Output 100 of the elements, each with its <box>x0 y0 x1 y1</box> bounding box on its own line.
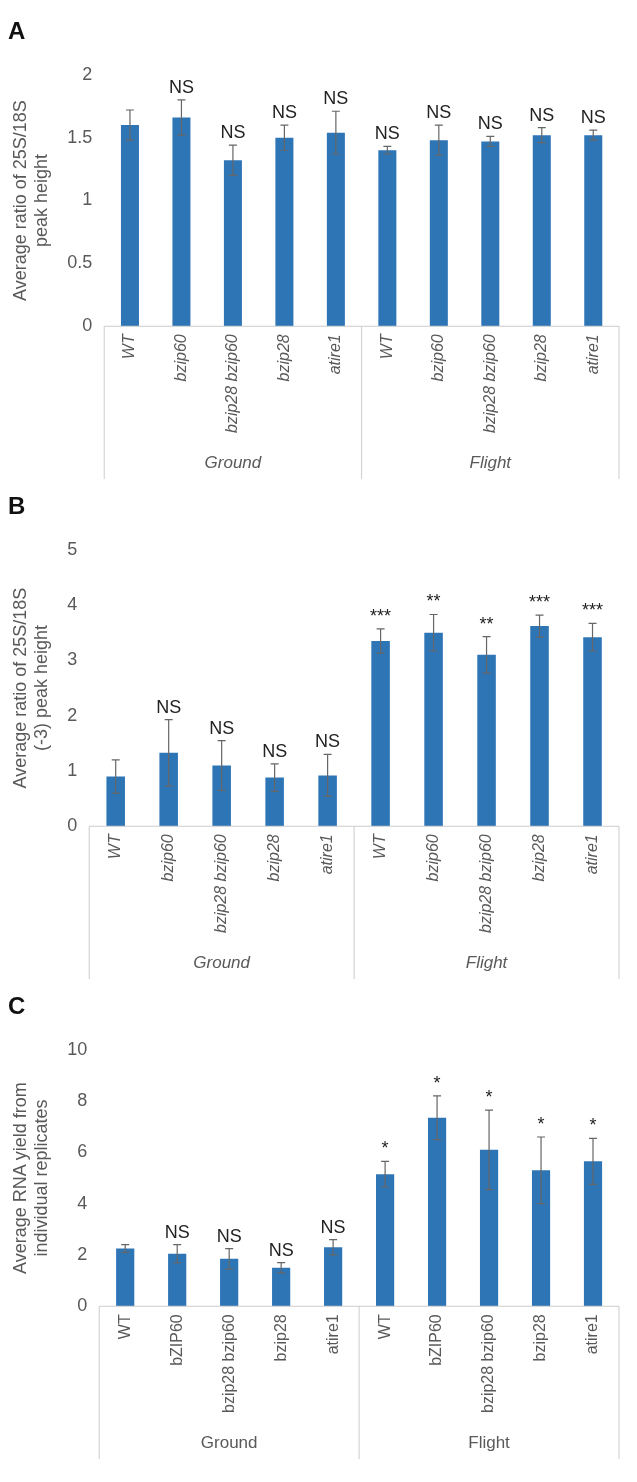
x-tick-label: bzip28 <box>265 834 283 882</box>
bar <box>223 160 242 327</box>
y-tick-label: 0.5 <box>67 252 93 273</box>
y-tick-label: 1 <box>67 759 78 780</box>
chart-title: C <box>8 992 26 1020</box>
bar <box>275 137 294 327</box>
x-tick-label: bzip60 <box>159 834 177 882</box>
x-tick-label: bzip60 <box>171 334 189 382</box>
x-tick-label: bzip28 <box>274 334 292 382</box>
y-tick-label: 0 <box>67 815 78 836</box>
data-label: NS <box>315 731 341 752</box>
y-tick-label: 1.5 <box>67 126 93 147</box>
x-tick-label: atire1 <box>318 834 336 875</box>
bar <box>583 1161 603 1307</box>
x-tick-label: bzip28 bzip60 <box>212 834 230 934</box>
y-tick-label: 0 <box>77 1295 88 1316</box>
bar <box>326 132 345 327</box>
y-tick-label: 3 <box>67 649 78 670</box>
data-label: NS <box>529 104 555 125</box>
data-label: NS <box>580 107 606 128</box>
data-label: NS <box>271 102 297 123</box>
x-tick-label: WT <box>115 1314 133 1340</box>
bar <box>531 1170 551 1307</box>
chart-title: A <box>8 17 26 45</box>
data-label: NS <box>477 113 503 134</box>
bar <box>159 752 178 827</box>
bar <box>318 775 337 827</box>
bar <box>530 626 549 827</box>
x-tick-label: atire1 <box>323 1314 341 1355</box>
bar <box>172 117 191 327</box>
bar <box>272 1267 291 1307</box>
y-axis-title: Average RNA yield from individual replicates <box>9 1082 52 1274</box>
bar <box>477 654 496 827</box>
y-axis-title: Average ratio of 25S/18S (-3) peak height <box>9 587 52 789</box>
bar <box>532 135 551 327</box>
data-label: NS <box>268 1239 294 1260</box>
data-label: NS <box>209 717 235 738</box>
data-label: NS <box>262 740 288 761</box>
bar <box>479 1149 499 1307</box>
x-tick-label: atire1 <box>583 334 601 375</box>
data-label: NS <box>374 123 400 144</box>
bar <box>481 141 500 327</box>
x-tick-label: WT <box>377 333 395 360</box>
text: Ground <box>200 1432 258 1452</box>
y-tick-label: 6 <box>77 1141 88 1162</box>
data-label: ** <box>426 591 441 612</box>
x-tick-label: bzip28 <box>532 334 550 382</box>
y-tick-label: 2 <box>77 1243 88 1264</box>
text: Flight <box>468 1432 511 1452</box>
text: Flight <box>465 952 509 972</box>
bar <box>429 140 448 327</box>
x-tick-label: WT <box>371 833 389 860</box>
x-tick-label: bzip28 <box>271 1314 289 1362</box>
bar <box>168 1253 187 1307</box>
bar <box>212 765 231 827</box>
x-tick-label: bzip60 <box>429 334 447 382</box>
y-tick-label: 4 <box>77 1192 88 1213</box>
bar <box>120 125 139 327</box>
x-tick-label: atire1 <box>326 334 344 375</box>
x-tick-label: bzip60 <box>424 834 442 882</box>
y-tick-label: 10 <box>67 1038 88 1059</box>
data-label: *** <box>582 600 604 621</box>
text: Ground <box>193 952 251 972</box>
text: Flight <box>469 452 513 472</box>
data-label: NS <box>164 1221 190 1242</box>
data-label: * <box>485 1087 493 1108</box>
data-label: * <box>537 1113 545 1134</box>
x-tick-label: bzip28 bzip60 <box>477 834 495 934</box>
y-tick-label: 2 <box>82 63 93 84</box>
data-label: * <box>381 1138 389 1159</box>
data-label: NS <box>216 1225 242 1246</box>
data-label: NS <box>168 76 194 97</box>
data-label: * <box>433 1072 441 1093</box>
x-tick-label: bzip28 bzip60 <box>223 334 241 434</box>
bar <box>583 637 602 827</box>
bar <box>265 777 284 827</box>
bar <box>220 1258 239 1307</box>
data-label: NS <box>156 696 182 717</box>
x-tick-label: bZIP60 <box>167 1314 185 1366</box>
x-tick-label: WT <box>120 333 138 360</box>
x-tick-label: bzip28 bzip60 <box>219 1314 237 1414</box>
data-label: *** <box>529 592 551 613</box>
data-label: * <box>589 1115 597 1136</box>
x-tick-label: bzip28 <box>531 1314 549 1362</box>
bar <box>424 632 443 827</box>
data-label: ** <box>479 613 494 634</box>
y-tick-label: 2 <box>67 704 78 725</box>
bar <box>106 776 125 827</box>
x-tick-label: WT <box>375 1314 393 1340</box>
x-tick-label: WT <box>106 833 124 860</box>
bar <box>427 1117 447 1307</box>
y-tick-label: 5 <box>67 538 78 559</box>
y-tick-label: 1 <box>82 189 93 210</box>
data-label: NS <box>320 1216 346 1237</box>
data-label: NS <box>220 122 246 143</box>
data-label: NS <box>426 102 452 123</box>
bar <box>584 135 603 327</box>
x-tick-label: bZIP60 <box>427 1314 445 1366</box>
text: Ground <box>204 452 262 472</box>
bar <box>376 1174 395 1307</box>
